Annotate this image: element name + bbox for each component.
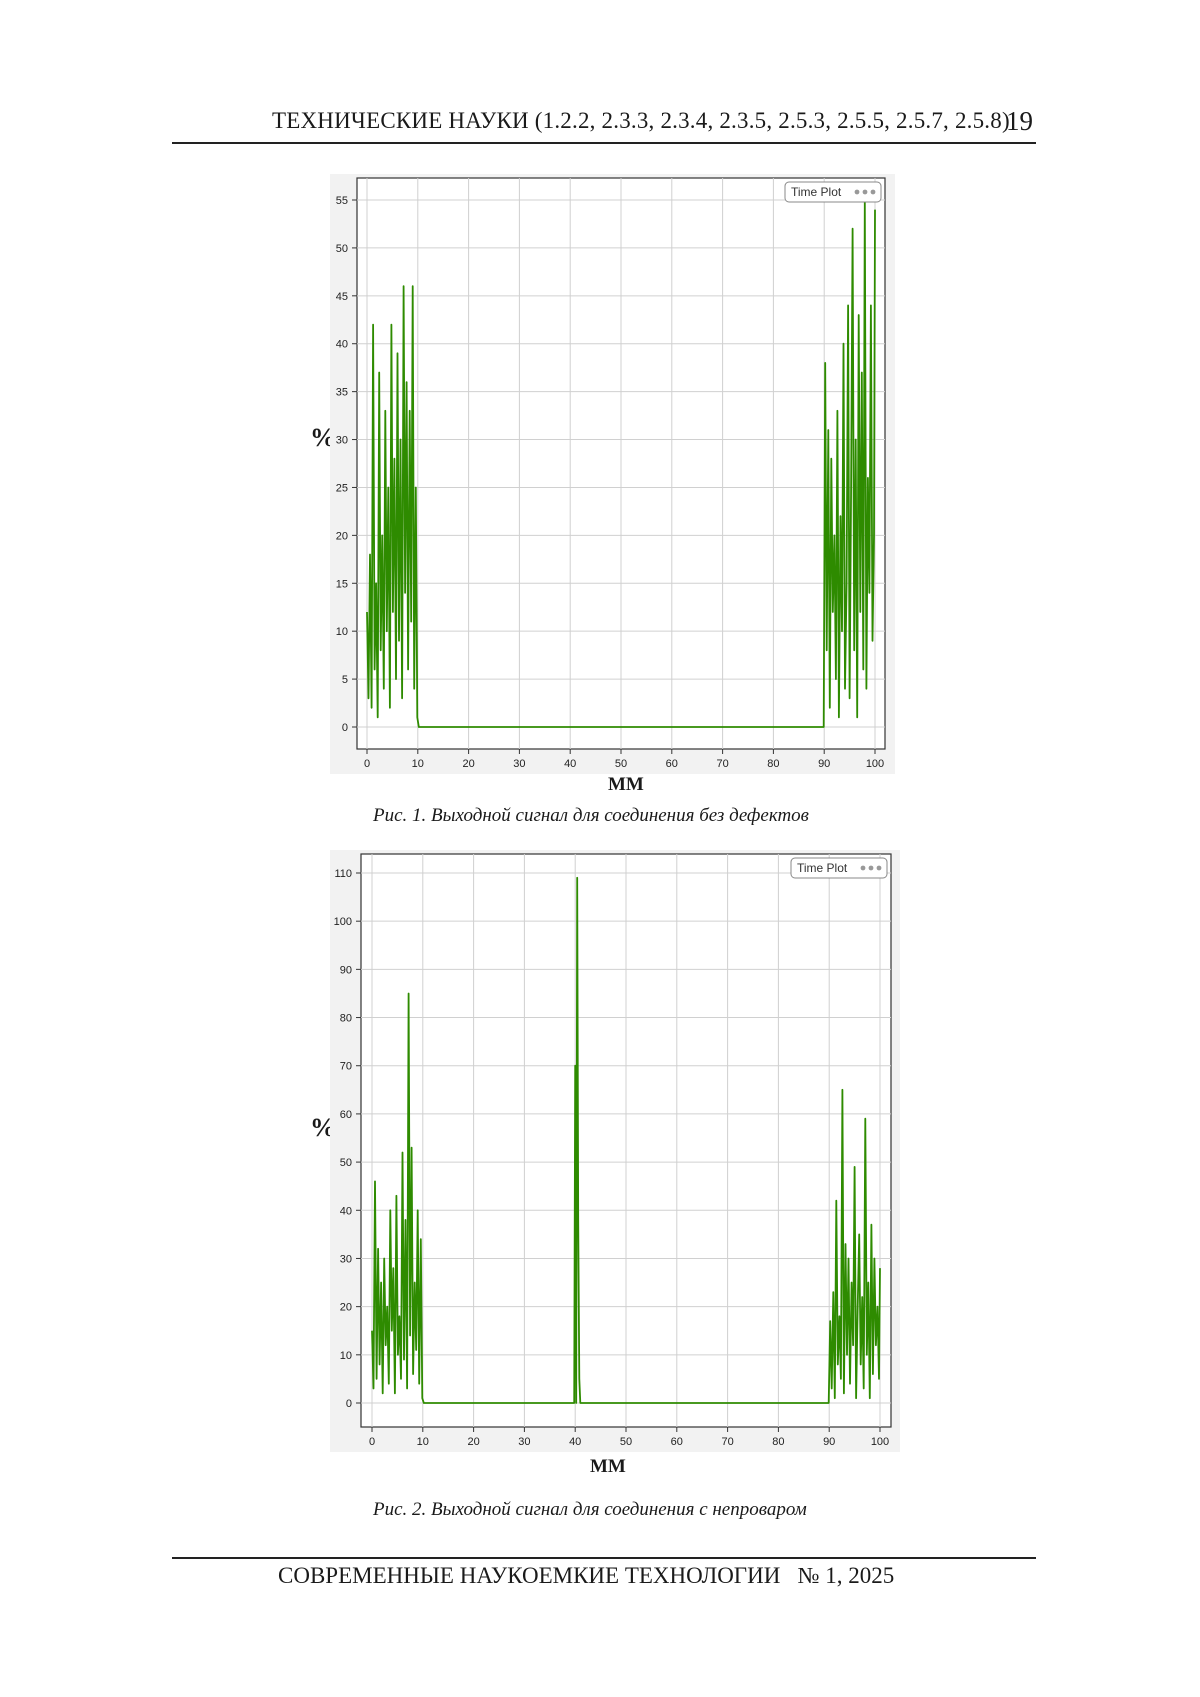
x-tick-label: 20 bbox=[462, 758, 474, 770]
x-tick-label: 80 bbox=[767, 758, 779, 770]
header-divider bbox=[172, 142, 1036, 144]
y-tick-label: 50 bbox=[340, 1157, 352, 1169]
y-tick-label: 40 bbox=[336, 339, 348, 351]
x-tick-label: 70 bbox=[721, 1436, 733, 1448]
page-number: 19 bbox=[1006, 106, 1033, 137]
legend-menu-dot bbox=[871, 190, 876, 195]
figure-2-caption: Рис. 2. Выходной сигнал для соединения с… bbox=[373, 1499, 807, 1521]
figure-1-x-axis-label: ММ bbox=[608, 774, 644, 796]
y-tick-label: 5 bbox=[342, 674, 348, 686]
y-tick-label: 45 bbox=[336, 291, 348, 303]
legend-menu-dot bbox=[869, 866, 874, 871]
journal-footer: СОВРЕМЕННЫЕ НАУКОЕМКИЕ ТЕХНОЛОГИИ № 1, 2… bbox=[278, 1563, 894, 1589]
legend-label: Time Plot bbox=[791, 185, 842, 199]
y-tick-label: 0 bbox=[346, 1398, 352, 1410]
y-tick-label: 50 bbox=[336, 243, 348, 255]
x-tick-label: 50 bbox=[615, 758, 627, 770]
y-tick-label: 55 bbox=[336, 195, 348, 207]
y-tick-label: 20 bbox=[336, 530, 348, 542]
y-tick-label: 10 bbox=[340, 1350, 352, 1362]
y-tick-label: 70 bbox=[340, 1061, 352, 1073]
figure-2-chart: 0 10 20 30 40 50 60 70 80 90 100 0 10 20 30 40 50 60 70 80 9… bbox=[330, 850, 900, 1452]
x-tick-label: 50 bbox=[620, 1436, 632, 1448]
y-tick-label: 25 bbox=[336, 482, 348, 494]
y-tick-label: 20 bbox=[340, 1302, 352, 1314]
x-tick-label: 20 bbox=[467, 1436, 479, 1448]
x-tick-label: 30 bbox=[518, 1436, 530, 1448]
x-tick-label: 90 bbox=[823, 1436, 835, 1448]
figure-1-caption: Рис. 1. Выходной сигнал для соединения б… bbox=[373, 805, 809, 827]
x-tick-label: 70 bbox=[716, 758, 728, 770]
y-tick-label: 30 bbox=[340, 1253, 352, 1265]
x-tick-label: 90 bbox=[818, 758, 830, 770]
y-tick-label: 110 bbox=[334, 868, 352, 880]
figure-1-chart: 0 10 20 30 40 50 60 70 80 90 100 0 5 10 15 20 25 30 35 40 45… bbox=[330, 174, 895, 774]
x-tick-label: 40 bbox=[569, 1436, 581, 1448]
x-tick-label: 10 bbox=[412, 758, 424, 770]
x-tick-label: 0 bbox=[369, 1436, 375, 1448]
figure-1-plot: 0 10 20 30 40 50 60 70 80 90 100 0 5 10 15 20 25 30 35 40 45… bbox=[330, 174, 895, 774]
x-tick-label: 30 bbox=[513, 758, 525, 770]
y-tick-label: 30 bbox=[336, 435, 348, 447]
x-tick-label: 40 bbox=[564, 758, 576, 770]
x-tick-label: 60 bbox=[671, 1436, 683, 1448]
x-tick-label: 80 bbox=[772, 1436, 784, 1448]
y-tick-label: 80 bbox=[340, 1013, 352, 1025]
y-tick-label: 15 bbox=[336, 578, 348, 590]
y-tick-label: 0 bbox=[342, 722, 348, 734]
x-tick-label: 100 bbox=[866, 758, 884, 770]
figure-2-plot: 0 10 20 30 40 50 60 70 80 90 100 0 10 20 30 40 50 60 70 80 9… bbox=[330, 850, 900, 1452]
legend-menu-dot bbox=[855, 190, 860, 195]
figure-2-x-axis-label: ММ bbox=[590, 1456, 626, 1478]
footer-divider bbox=[172, 1557, 1036, 1559]
legend-menu-dot bbox=[861, 866, 866, 871]
x-tick-label: 0 bbox=[364, 758, 370, 770]
y-tick-label: 90 bbox=[340, 964, 352, 976]
y-tick-label: 40 bbox=[340, 1205, 352, 1217]
y-tick-label: 100 bbox=[334, 916, 352, 928]
y-tick-label: 10 bbox=[336, 626, 348, 638]
y-tick-label: 35 bbox=[336, 387, 348, 399]
legend-menu-dot bbox=[877, 866, 882, 871]
y-tick-label: 60 bbox=[340, 1109, 352, 1121]
legend-label: Time Plot bbox=[797, 861, 848, 875]
x-tick-label: 100 bbox=[871, 1436, 889, 1448]
legend-menu-dot bbox=[863, 190, 868, 195]
running-header-title: ТЕХНИЧЕСКИЕ НАУКИ (1.2.2, 2.3.3, 2.3.4, … bbox=[272, 108, 1010, 134]
x-tick-label: 60 bbox=[666, 758, 678, 770]
x-tick-label: 10 bbox=[417, 1436, 429, 1448]
